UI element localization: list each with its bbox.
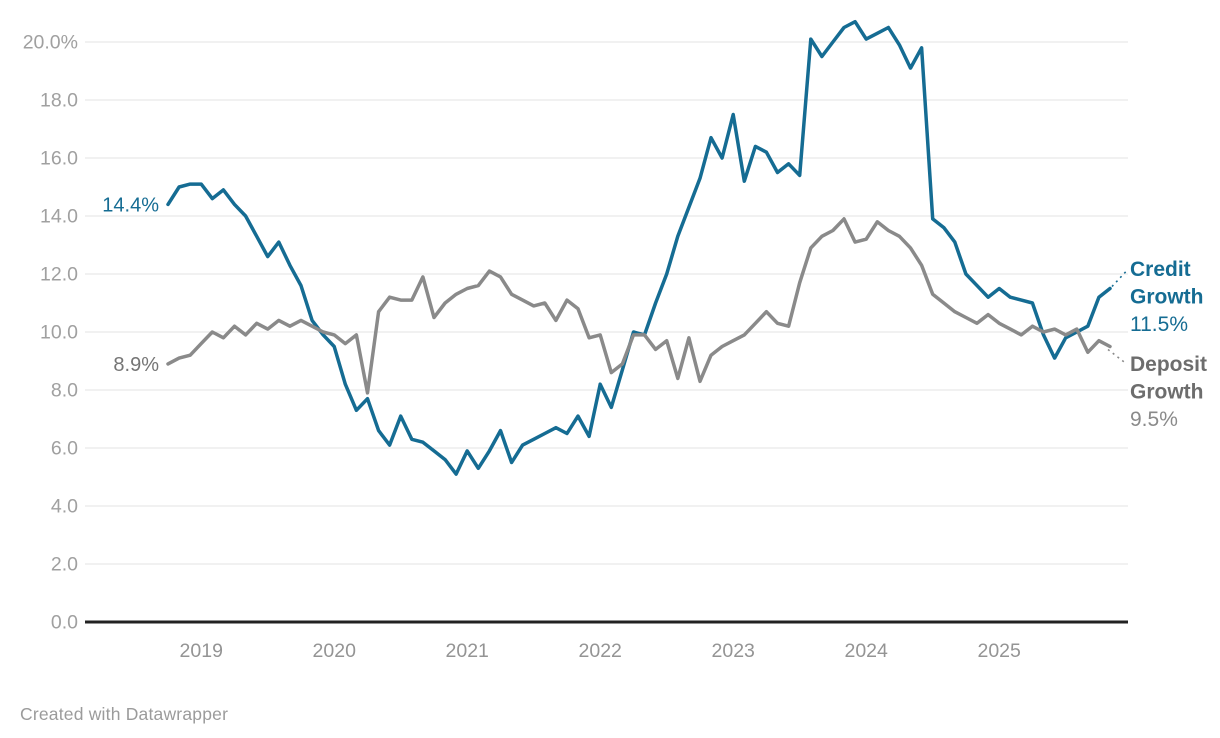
credit-growth-end-value-label: 11.5%	[1130, 313, 1188, 336]
y-axis-tick-label: 8.0	[51, 380, 78, 402]
y-axis-tick-label: 2.0	[51, 554, 78, 576]
y-axis-tick-label: 20.0%	[23, 32, 78, 54]
y-axis-tick-label: 12.0	[40, 264, 78, 286]
y-axis-tick-label: 4.0	[51, 496, 78, 518]
deposit-growth-series-label: Deposit	[1130, 353, 1207, 376]
x-axis-tick-label: 2019	[180, 640, 223, 662]
credit-growth-line	[166, 19, 1112, 476]
x-axis-tick-label: 2024	[844, 640, 888, 662]
deposit-label-connector	[1107, 348, 1127, 365]
deposit-start-value-label: 8.9%	[113, 354, 159, 376]
deposit-growth-series-label: Growth	[1130, 381, 1204, 404]
deposit-growth-end-value-label: 9.5%	[1130, 408, 1178, 431]
x-axis-tick-label: 2021	[446, 640, 489, 662]
y-axis-tick-label: 10.0	[40, 322, 78, 344]
x-axis-tick-label: 2022	[579, 640, 622, 662]
deposit-growth-line	[166, 217, 1112, 395]
x-axis-tick-label: 2020	[313, 640, 357, 662]
credit-growth-series-label: Credit	[1130, 258, 1191, 281]
y-axis-tick-label: 16.0	[40, 148, 78, 170]
credit-growth-series-label: Growth	[1130, 286, 1204, 309]
credit-start-value-label: 14.4%	[102, 194, 159, 216]
datawrapper-credit: Created with Datawrapper	[20, 704, 229, 724]
y-axis-tick-label: 14.0	[40, 206, 78, 228]
y-axis-tick-label: 6.0	[51, 438, 78, 460]
x-axis-tick-label: 2023	[712, 640, 755, 662]
y-axis-tick-label: 0.0	[51, 612, 78, 634]
y-axis-tick-label: 18.0	[40, 90, 78, 112]
x-axis-tick-label: 2025	[977, 640, 1021, 662]
